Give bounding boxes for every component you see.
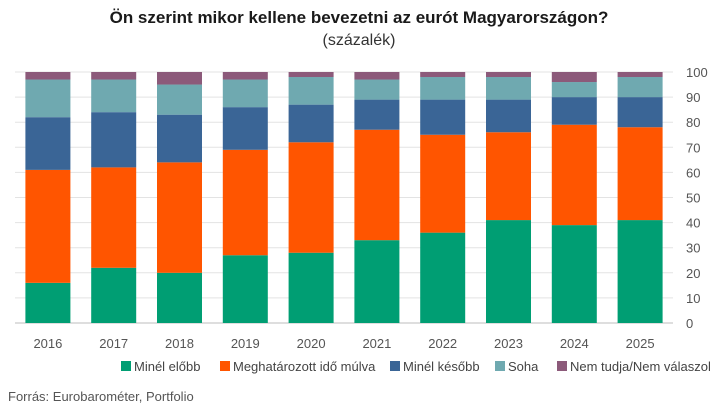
bar-segment-2020-4 xyxy=(288,72,334,78)
bar-segment-2025-4 xyxy=(617,72,663,78)
bar-segment-2018-2 xyxy=(157,114,202,163)
bar-segment-2016-2 xyxy=(25,117,71,170)
bar-segment-2022-0 xyxy=(420,232,466,323)
bar-segment-2025-3 xyxy=(617,77,663,98)
source-note: Forrás: Eurobarométer, Portfolio xyxy=(8,389,194,404)
x-tick-label: 2018 xyxy=(165,336,194,351)
bar-segment-2016-3 xyxy=(25,79,71,118)
bar-segment-2023-2 xyxy=(486,99,531,133)
bar-segment-2017-2 xyxy=(91,112,137,168)
bar-segment-2019-3 xyxy=(222,79,268,108)
bar-segment-2022-2 xyxy=(420,99,466,135)
bar-segment-2016-0 xyxy=(25,282,71,323)
legend-label: Minél előbb xyxy=(134,359,201,374)
bar-segment-2022-1 xyxy=(420,134,466,233)
y-tick-label: 10 xyxy=(686,291,700,306)
bar-segment-2017-0 xyxy=(91,267,137,323)
bar-segment-2023-3 xyxy=(486,77,531,100)
bar-segment-2021-2 xyxy=(354,99,400,130)
bar-segment-2023-4 xyxy=(486,72,531,78)
bar-segment-2018-0 xyxy=(157,272,202,323)
bar-segment-2024-1 xyxy=(551,124,597,226)
legend-label: Meghatározott idő múlva xyxy=(233,359,376,374)
bar-segment-2019-1 xyxy=(222,149,268,256)
bar-segment-2020-3 xyxy=(288,77,334,105)
bar-segment-2024-0 xyxy=(551,225,597,323)
bar-segment-2020-2 xyxy=(288,104,334,143)
bar-segment-2017-3 xyxy=(91,79,137,113)
x-tick-label: 2025 xyxy=(626,336,655,351)
bar-segment-2025-1 xyxy=(617,127,663,221)
legend-label: Soha xyxy=(508,359,539,374)
bar-segment-2021-1 xyxy=(354,129,400,241)
bar-segment-2021-3 xyxy=(354,79,400,100)
bar-segment-2021-4 xyxy=(354,72,400,80)
x-tick-label: 2016 xyxy=(33,336,62,351)
x-tick-label: 2017 xyxy=(99,336,128,351)
legend-swatch xyxy=(557,361,567,371)
bar-segment-2016-1 xyxy=(25,169,71,283)
x-tick-label: 2021 xyxy=(362,336,391,351)
x-tick-label: 2024 xyxy=(560,336,589,351)
y-tick-label: 80 xyxy=(686,115,700,130)
bar-segment-2022-4 xyxy=(420,72,466,78)
legend-swatch xyxy=(220,361,230,371)
bar-segment-2017-1 xyxy=(91,167,137,268)
bar-segment-2020-1 xyxy=(288,142,334,253)
y-tick-label: 30 xyxy=(686,241,700,256)
y-tick-label: 60 xyxy=(686,165,700,180)
x-tick-label: 2022 xyxy=(428,336,457,351)
x-tick-label: 2019 xyxy=(231,336,260,351)
bar-segment-2023-0 xyxy=(486,220,531,323)
bar-segment-2017-4 xyxy=(91,72,137,80)
bar-segment-2024-4 xyxy=(551,72,597,83)
legend-label: Minél később xyxy=(403,359,480,374)
y-tick-label: 0 xyxy=(686,316,693,331)
legend-swatch xyxy=(495,361,505,371)
bar-segment-2018-1 xyxy=(157,162,202,273)
y-tick-label: 40 xyxy=(686,216,700,231)
y-tick-label: 100 xyxy=(686,65,708,80)
bar-segment-2021-0 xyxy=(354,240,400,323)
chart-subtitle: (százalék) xyxy=(322,32,396,49)
legend-swatch xyxy=(121,361,131,371)
bar-segment-2019-2 xyxy=(222,107,268,150)
y-tick-label: 90 xyxy=(686,90,700,105)
chart-title: Ön szerint mikor kellene bevezetni az eu… xyxy=(109,8,609,27)
bar-segment-2022-3 xyxy=(420,77,466,100)
y-tick-label: 20 xyxy=(686,266,700,281)
bar-segment-2023-1 xyxy=(486,132,531,221)
bar-segment-2025-0 xyxy=(617,220,663,323)
legend-label: Nem tudja/Nem válaszol xyxy=(570,359,711,374)
bar-segment-2019-4 xyxy=(222,72,268,80)
bar-segment-2020-0 xyxy=(288,252,334,323)
x-tick-label: 2020 xyxy=(297,336,326,351)
bar-segment-2019-0 xyxy=(222,255,268,323)
y-tick-label: 70 xyxy=(686,140,700,155)
bar-segment-2018-4 xyxy=(157,72,202,85)
legend-swatch xyxy=(390,361,400,371)
bar-segment-2016-4 xyxy=(25,72,71,80)
bar-segment-2024-2 xyxy=(551,97,597,125)
x-tick-label: 2023 xyxy=(494,336,523,351)
bar-segment-2025-2 xyxy=(617,97,663,128)
bar-segment-2024-3 xyxy=(551,82,597,98)
bar-segment-2018-3 xyxy=(157,84,202,115)
y-tick-label: 50 xyxy=(686,191,700,206)
